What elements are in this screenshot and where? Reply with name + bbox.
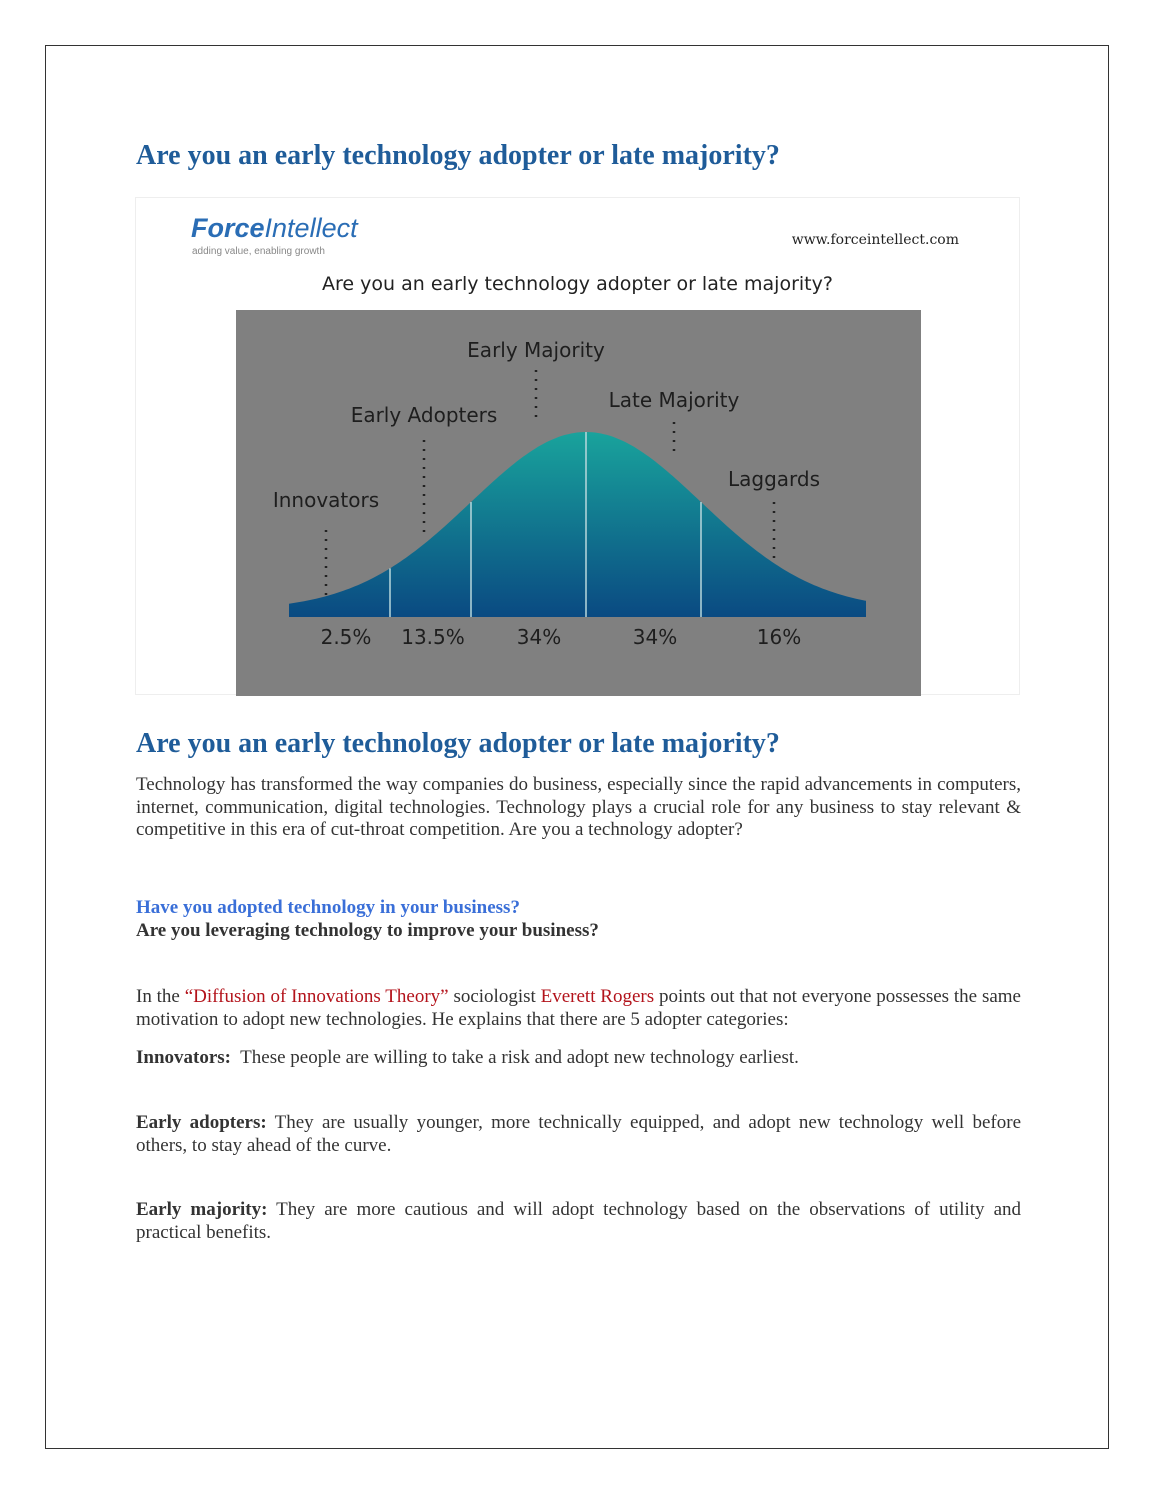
text-run: In the: [136, 986, 185, 1007]
curve-image: Innovators 2.5% Early Adopters 13.5% Early M…: [236, 310, 921, 696]
url: www.forceintellect.com: [791, 232, 959, 248]
bell-curve: [289, 432, 866, 617]
text-run: Everett Rogers: [540, 986, 655, 1007]
term: Early adopters:: [136, 1112, 267, 1133]
tagline: adding value, enabling growth: [192, 246, 325, 257]
brand-bold: Force: [191, 213, 265, 243]
segment-label: Late Majority: [609, 388, 740, 412]
segment-share: 13.5%: [401, 625, 465, 649]
page-frame: [45, 45, 1109, 1449]
text-run: sociologist: [448, 986, 541, 1007]
definition: Early majority: They are more cautious a…: [136, 1199, 1021, 1244]
segment-label: Laggards: [728, 467, 820, 491]
term: Innovators:: [136, 1047, 232, 1068]
segment-label: Early Adopters: [351, 403, 498, 427]
logo: ForceIntellect: [191, 215, 358, 242]
brand-light: Intellect: [264, 213, 358, 243]
definition-text: These people are willing to take a risk …: [231, 1047, 799, 1068]
question: Are you leveraging technology to improve…: [136, 919, 599, 941]
definition-text: They are usually younger, more technical…: [136, 1112, 1026, 1156]
segment-share: 34%: [517, 625, 561, 649]
title: Are you an early technology adopter or l…: [136, 140, 780, 171]
question: Have you adopted technology in your busi…: [136, 897, 520, 918]
term: Early majority:: [136, 1199, 268, 1220]
figure: ForceIntellect adding value, enabling gr…: [135, 197, 1020, 696]
intro: Technology has transformed the way compa…: [136, 774, 1021, 840]
segment-label: Early Majority: [467, 338, 605, 362]
figure-heading: Are you an early technology adopter or l…: [322, 273, 833, 295]
theory: In the “Diffusion of Innovations Theory”…: [136, 986, 1021, 1031]
definition: Innovators: These people are willing to …: [136, 1047, 1021, 1070]
questions: Have you adopted technology in your busi…: [136, 897, 1021, 942]
article-heading: Are you an early technology adopter or l…: [136, 728, 780, 759]
segment-share: 2.5%: [321, 625, 372, 649]
segment-label: Innovators: [273, 488, 379, 512]
text-run: “Diffusion of Innovations Theory”: [184, 986, 449, 1007]
text-run: points out that not everyone possesses t…: [136, 986, 1021, 1030]
definition-text: They are more cautious and will adopt te…: [136, 1199, 1026, 1243]
segment-share: 34%: [633, 625, 677, 649]
segment-share: 16%: [757, 625, 801, 649]
definition: Early adopters: They are usually younger…: [136, 1112, 1021, 1157]
